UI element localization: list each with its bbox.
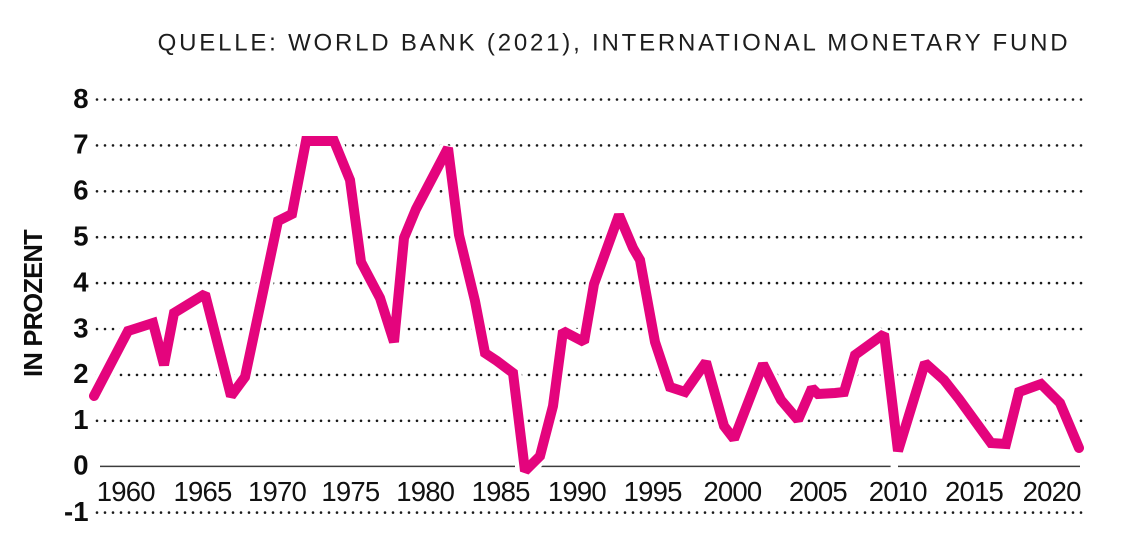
svg-text:2: 2 [73,358,88,389]
svg-text:2000: 2000 [703,476,761,507]
svg-text:8: 8 [73,83,88,114]
svg-text:1990: 1990 [548,476,606,507]
svg-text:4: 4 [73,266,89,297]
svg-text:1965: 1965 [174,476,232,507]
svg-text:1995: 1995 [624,476,682,507]
svg-text:5: 5 [73,221,88,252]
svg-text:1985: 1985 [472,476,530,507]
svg-text:0: 0 [73,450,88,481]
svg-text:1980: 1980 [396,476,454,507]
svg-text:1975: 1975 [321,476,379,507]
svg-text:2020: 2020 [1023,476,1081,507]
svg-text:IN PROZENT: IN PROZENT [20,229,48,377]
svg-text:2010: 2010 [869,476,927,507]
svg-text:3: 3 [73,312,88,343]
svg-text:7: 7 [73,129,88,160]
svg-text:6: 6 [73,175,88,206]
svg-text:2005: 2005 [789,476,847,507]
svg-text:-1: -1 [64,496,88,527]
svg-text:1970: 1970 [248,476,306,507]
svg-text:QUELLE: WORLD BANK (2021), INT: QUELLE: WORLD BANK (2021), INTERNATIONAL… [158,30,1071,57]
svg-text:1: 1 [73,404,88,435]
svg-text:2015: 2015 [945,476,1003,507]
svg-text:1960: 1960 [97,476,155,507]
